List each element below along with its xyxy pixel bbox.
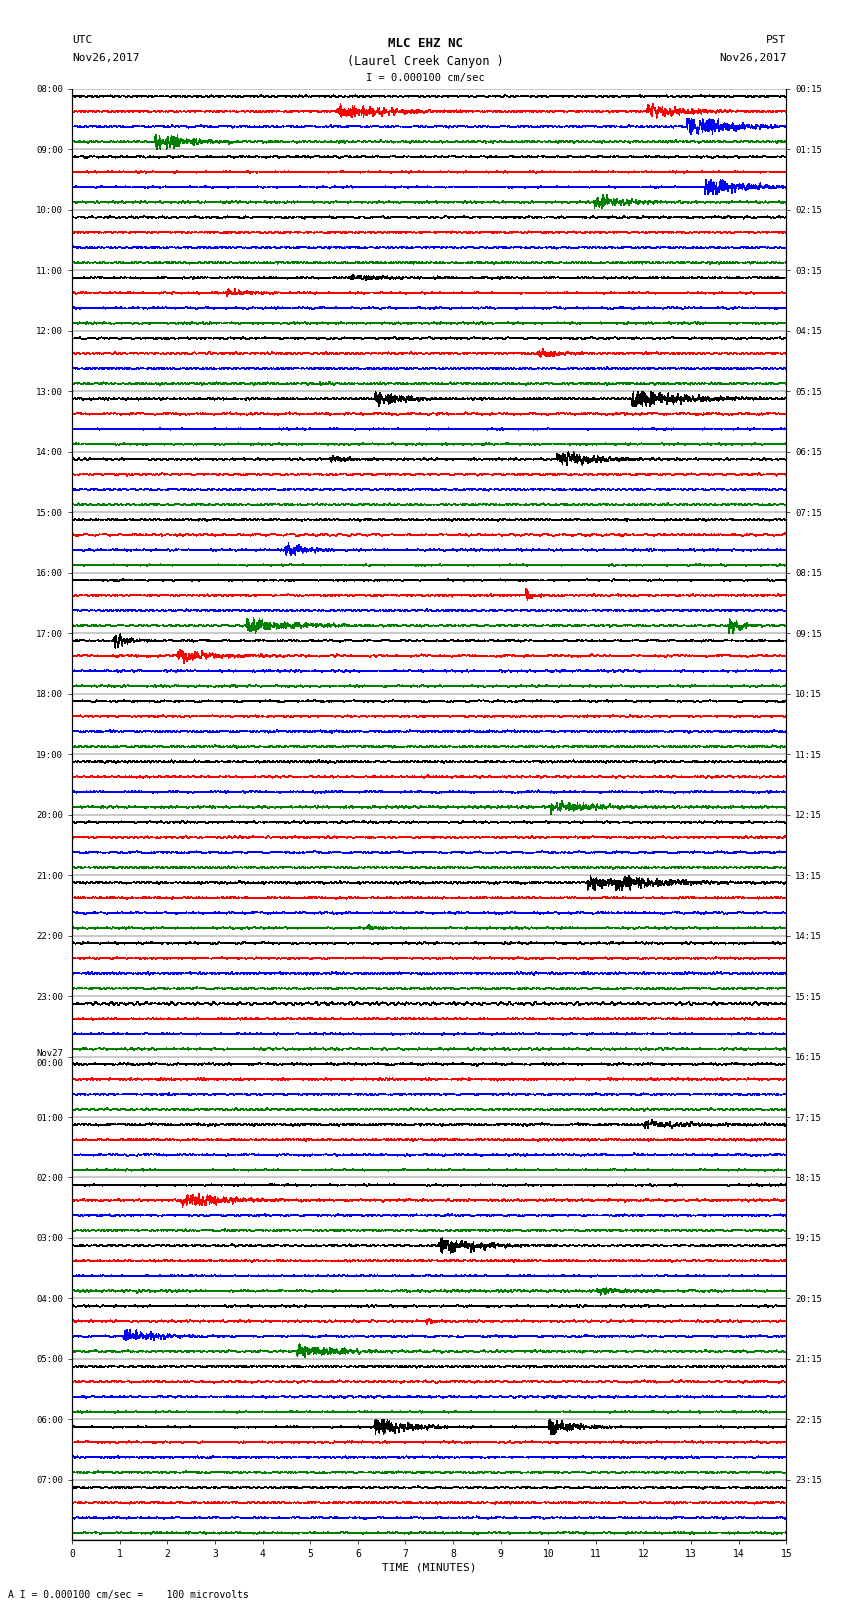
Text: MLC EHZ NC: MLC EHZ NC	[388, 37, 462, 50]
Text: I = 0.000100 cm/sec: I = 0.000100 cm/sec	[366, 73, 484, 82]
Text: UTC: UTC	[72, 35, 93, 45]
Text: Nov26,2017: Nov26,2017	[72, 53, 139, 63]
Text: A I = 0.000100 cm/sec =    100 microvolts: A I = 0.000100 cm/sec = 100 microvolts	[8, 1590, 249, 1600]
X-axis label: TIME (MINUTES): TIME (MINUTES)	[382, 1563, 477, 1573]
Text: (Laurel Creek Canyon ): (Laurel Creek Canyon )	[347, 55, 503, 68]
Text: PST: PST	[766, 35, 786, 45]
Text: Nov26,2017: Nov26,2017	[719, 53, 786, 63]
